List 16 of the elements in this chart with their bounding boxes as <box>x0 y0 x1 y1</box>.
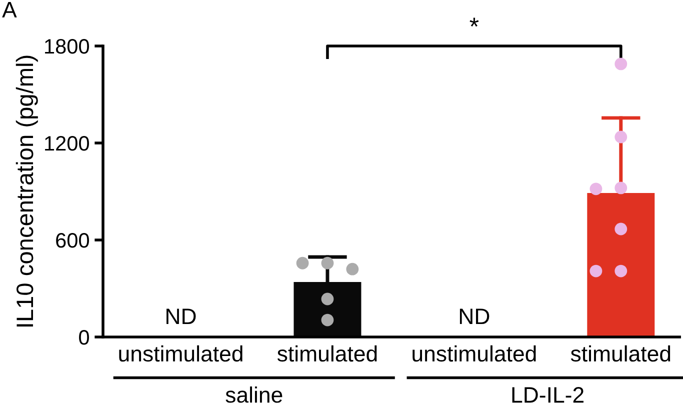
text: saline <box>226 386 282 403</box>
y-axis-title: IL10 concentration (pg/ml) <box>16 56 38 326</box>
text: ND <box>460 308 490 324</box>
x-tick-label: stimulated <box>277 345 377 362</box>
text: * <box>470 18 479 27</box>
text: ND <box>166 308 196 324</box>
text: LD-IL-2 <box>512 387 584 403</box>
y-tick-label: 0 <box>79 330 89 345</box>
y-tick-label: 1200 <box>45 136 89 151</box>
x-tick-label: unstimulated <box>119 345 242 362</box>
point <box>614 264 628 278</box>
y-tick-label: 600 <box>56 233 89 248</box>
text: A <box>2 2 17 18</box>
x-tick-label: unstimulated <box>412 345 536 362</box>
y-tick-label: 1800 <box>45 39 89 54</box>
x-tick-label: stimulated <box>570 345 670 362</box>
